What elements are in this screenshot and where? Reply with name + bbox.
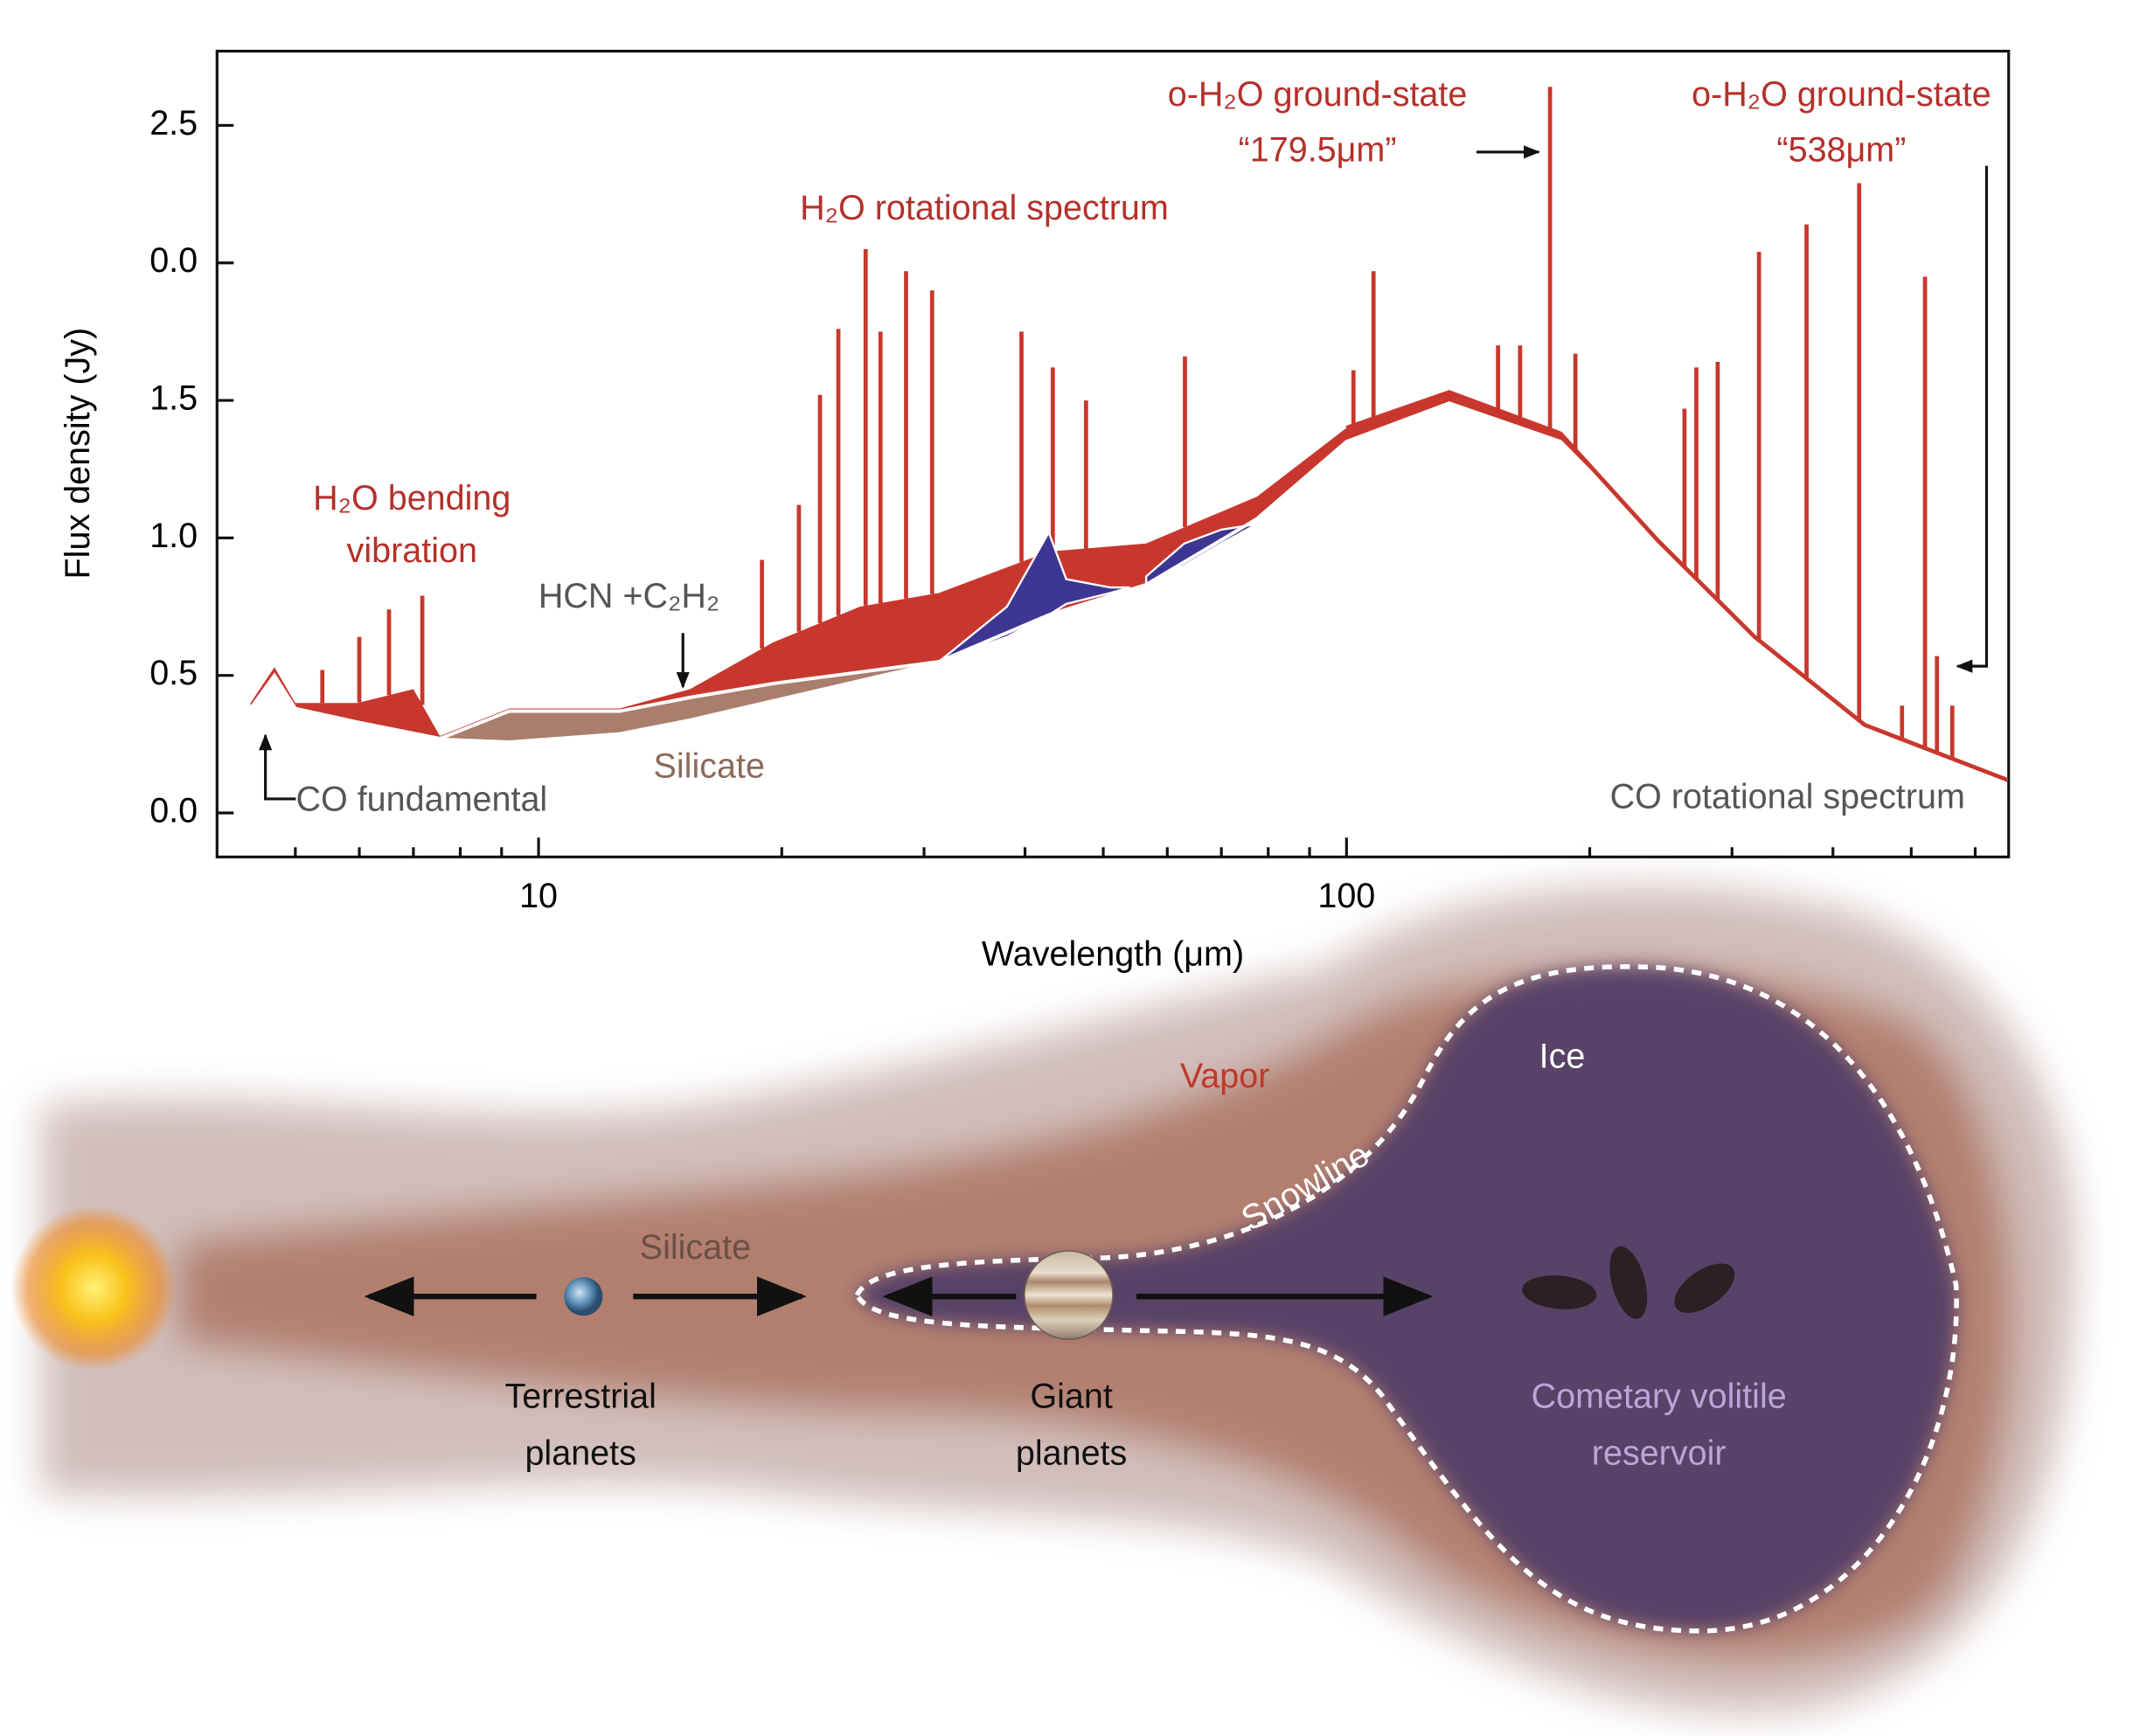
label: H₂O rotational spectrum [800, 189, 1169, 227]
label-text: Giant [1030, 1378, 1112, 1416]
label: Cometary volitile reservoir [1532, 1378, 1787, 1473]
label-text: Ice [1539, 1038, 1586, 1076]
label: Vapor [1180, 1057, 1270, 1095]
label-text: Silicate [654, 747, 765, 786]
x-tick-label: 100 [1317, 877, 1375, 915]
label: o-H₂O ground-state “179.5μm” [1168, 75, 1468, 169]
label-text: HCN +C₂H₂ [538, 577, 719, 615]
label-text: CO fundamental [295, 781, 547, 819]
label: HCN +C₂H₂ [538, 577, 719, 615]
label: Silicate [654, 747, 765, 786]
label-text: o-H₂O ground-state [1168, 75, 1468, 114]
spectral-band [439, 660, 940, 743]
label-text: Cometary volitile [1532, 1378, 1787, 1416]
y-tick-label: 0.0 [149, 241, 198, 280]
label: Silicate [640, 1228, 751, 1267]
label-text: o-H₂O ground-state [1692, 75, 1991, 114]
label: H₂O bending vibration [313, 479, 511, 570]
comet [1674, 1263, 1735, 1313]
y-tick-label: 2.5 [149, 104, 198, 142]
y-tick-label: 0.5 [149, 654, 198, 692]
label: Terrestrial planets [504, 1378, 656, 1473]
sun [10, 1205, 177, 1371]
label-text: CO rotational spectrum [1610, 777, 1965, 816]
label-text: planets [1016, 1434, 1127, 1472]
label: Giant planets [1016, 1378, 1127, 1473]
comet [1609, 1246, 1648, 1319]
spectrum-fill [250, 392, 2008, 781]
y-axis-label: Flux density (Jy) [59, 328, 97, 580]
y-tick-label: 0.0 [149, 791, 198, 830]
label-text: reservoir [1592, 1434, 1727, 1472]
comet [1522, 1275, 1597, 1309]
plot: 0.0 0.5 1.0 1.5 0.0 2.5 10 100 Wavelength (μm) Fl… [59, 75, 2009, 1473]
label-text: “179.5μm” [1239, 130, 1397, 169]
disk [10, 886, 2076, 1714]
label-text: Terrestrial [504, 1378, 656, 1416]
label: Ice [1539, 1038, 1586, 1076]
label-text: Vapor [1180, 1057, 1270, 1095]
label-text: “538μm” [1776, 130, 1906, 169]
jupiter [1024, 1250, 1114, 1340]
label: CO fundamental [295, 781, 547, 819]
earth [564, 1277, 603, 1316]
snowline-boundary [854, 964, 1959, 1634]
label-text: H₂O bending [313, 479, 511, 517]
label-text: Silicate [640, 1228, 751, 1267]
arrow [1956, 165, 1989, 673]
x-axis-label: Wavelength (μm) [982, 935, 1244, 974]
x-tick-label: 10 [519, 877, 558, 915]
spectrum [1345, 390, 2009, 782]
label-text: H₂O rotational spectrum [800, 189, 1169, 227]
label-text: vibration [347, 531, 477, 570]
annotation-arrows [259, 145, 1989, 801]
label: CO rotational spectrum [1610, 777, 1965, 816]
label-text: planets [525, 1434, 636, 1472]
y-tick-label: 1.0 [149, 517, 198, 555]
arrow [259, 733, 296, 801]
y-tick-label: 1.5 [149, 379, 198, 418]
label: o-H₂O ground-state “538μm” [1692, 75, 1991, 169]
plot-frame [215, 49, 2011, 858]
